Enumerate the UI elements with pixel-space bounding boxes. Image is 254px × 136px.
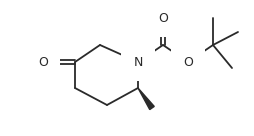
- Text: N: N: [133, 55, 143, 69]
- Text: O: O: [158, 12, 168, 24]
- Polygon shape: [138, 88, 154, 110]
- Text: O: O: [38, 55, 48, 69]
- Text: O: O: [183, 55, 193, 69]
